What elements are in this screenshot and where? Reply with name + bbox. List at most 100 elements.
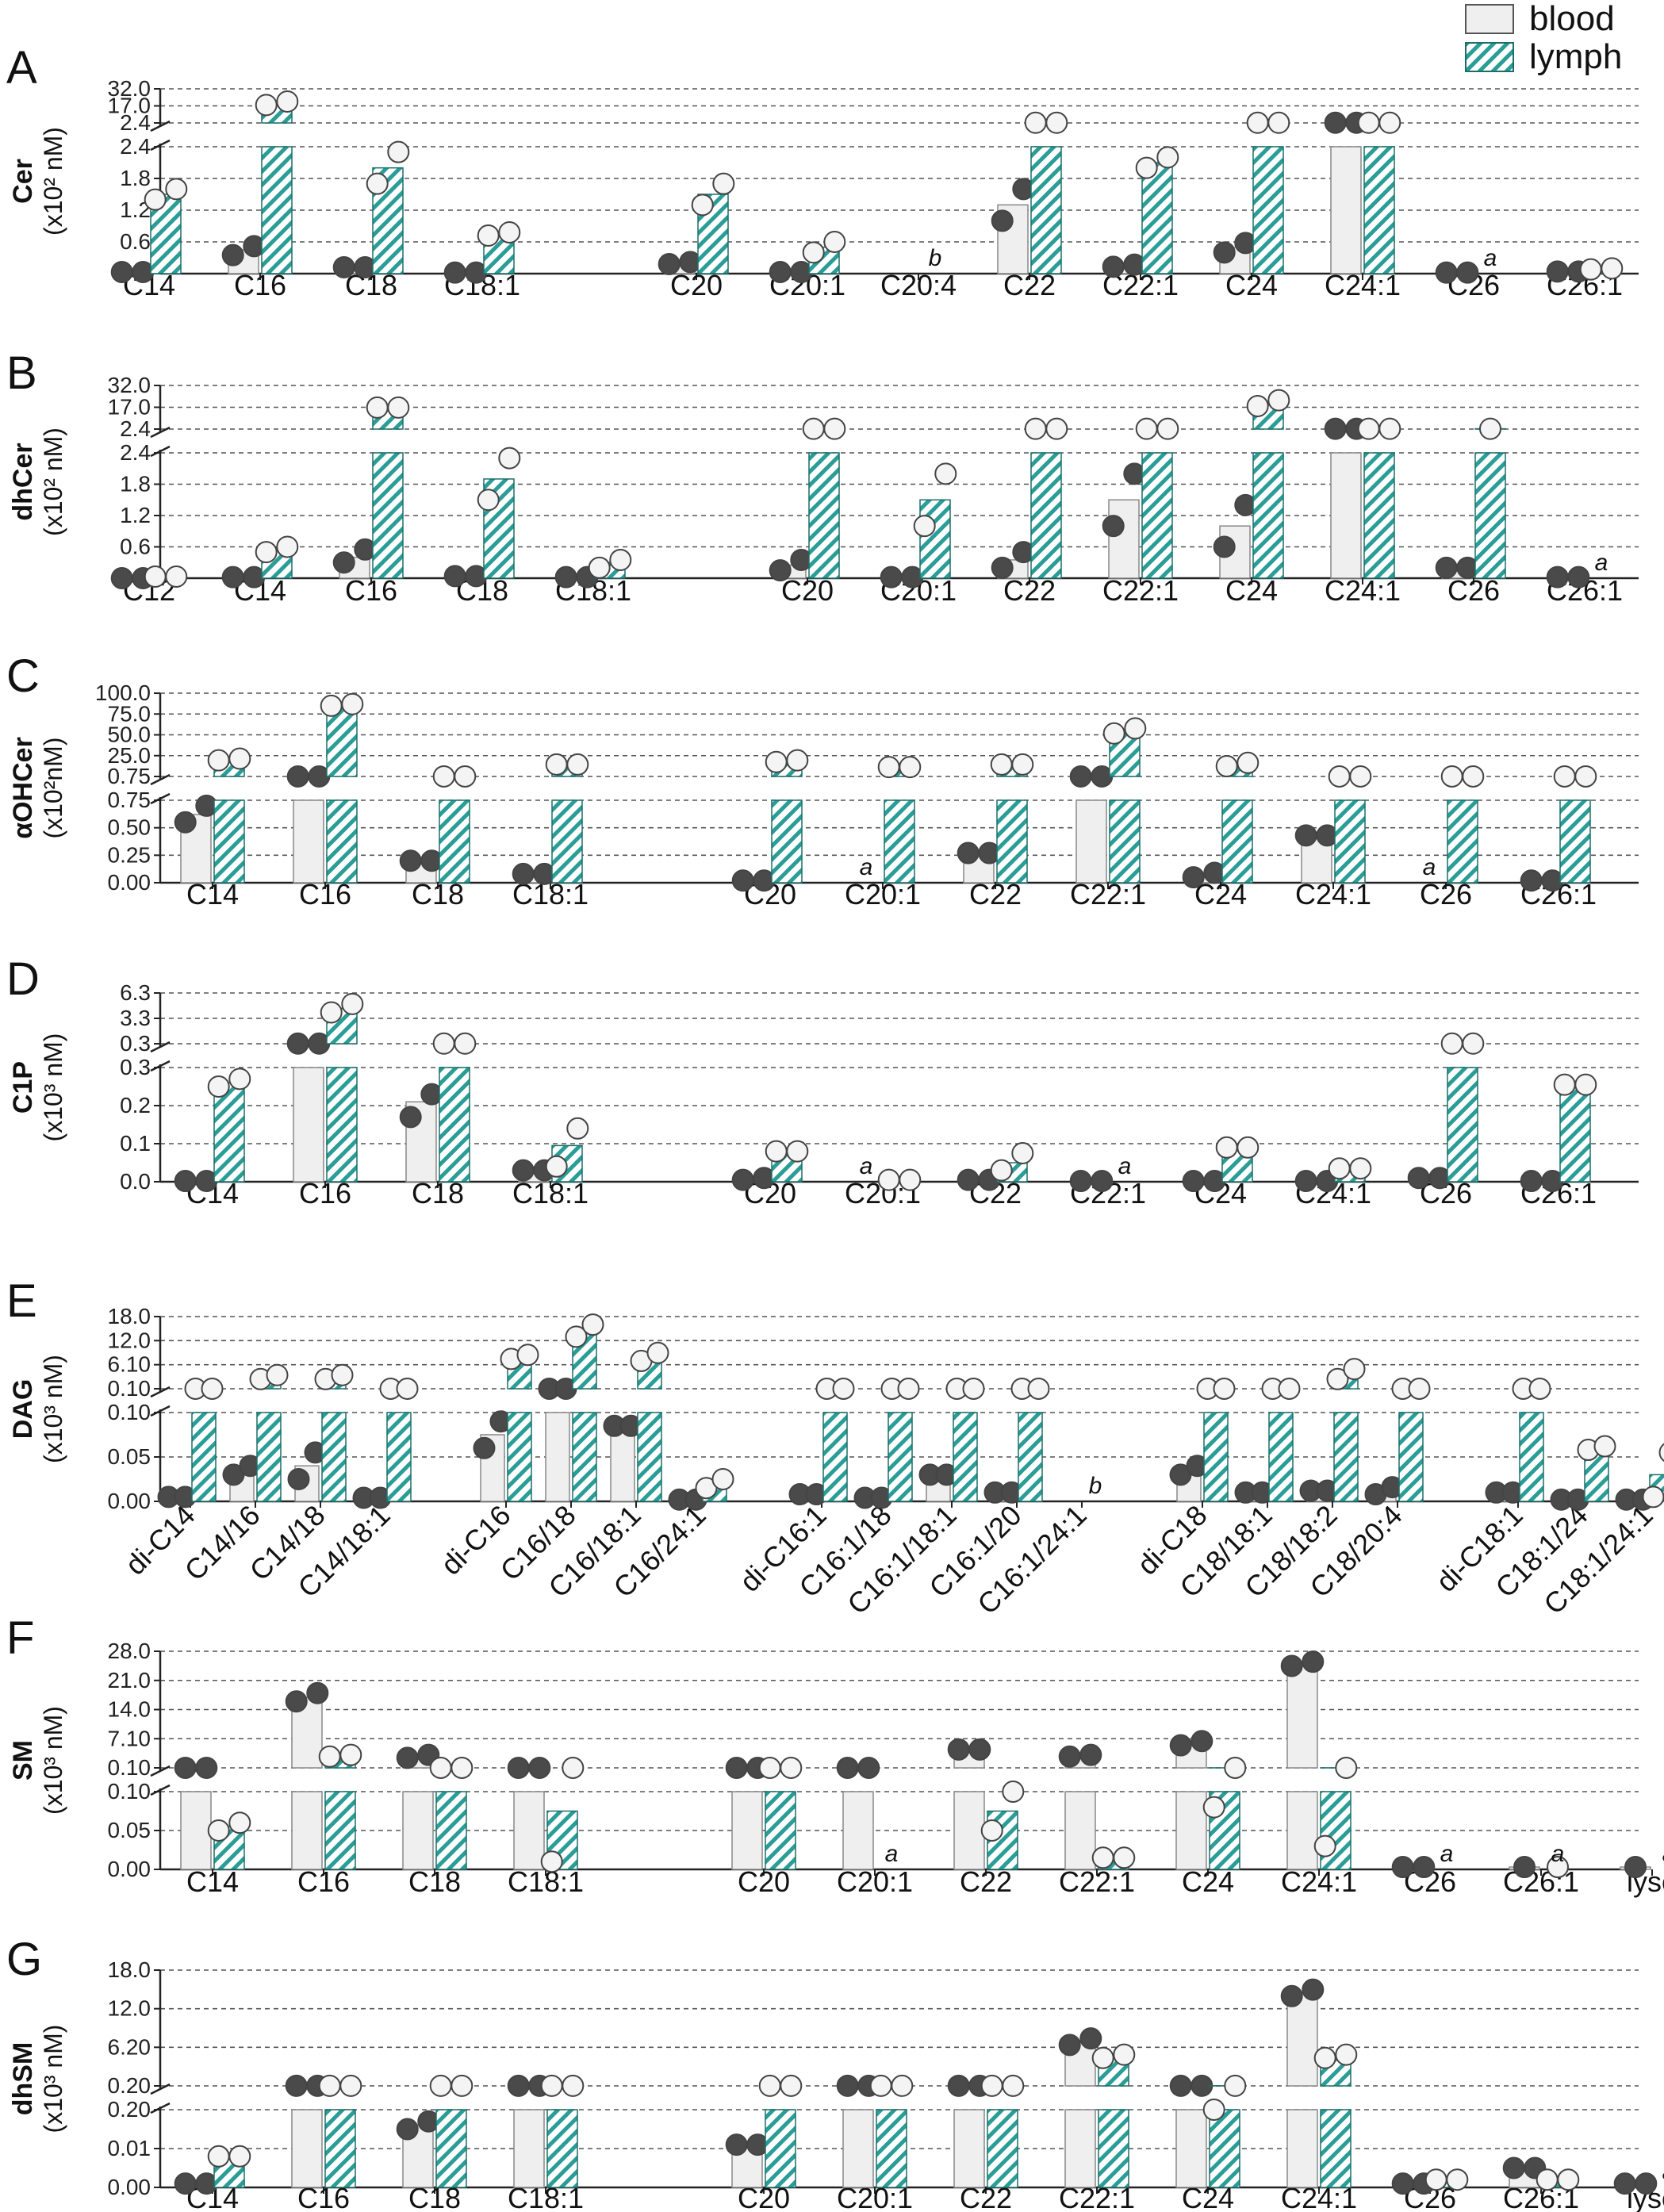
point-blood <box>1635 2172 1658 2195</box>
bar-lymph <box>771 799 803 884</box>
point-lymph <box>1408 1377 1431 1400</box>
bar-lymph <box>919 499 951 579</box>
point-blood <box>443 565 466 588</box>
point-blood <box>286 1032 309 1055</box>
bar-blood <box>1075 799 1107 884</box>
point-lymph <box>165 565 188 588</box>
point-lymph <box>1328 1157 1351 1180</box>
point-lymph <box>498 221 521 243</box>
x-tick-label: C14 <box>186 878 239 910</box>
point-lymph <box>1135 417 1158 440</box>
bar-lymph <box>1559 799 1591 884</box>
point-lymph <box>1224 1756 1247 1779</box>
point-lymph <box>1462 1032 1485 1055</box>
y-axis-units: (x10² nM) <box>39 127 67 236</box>
point-blood <box>1058 2034 1081 2057</box>
point-lymph <box>1236 1136 1260 1159</box>
point-lymph <box>990 753 1013 776</box>
point-blood <box>396 1746 419 1769</box>
x-tick-label: C20:4 <box>880 269 957 301</box>
point-lymph <box>1091 1846 1114 1869</box>
axis-break-mark <box>150 426 171 439</box>
point-blood <box>221 243 244 266</box>
point-lymph <box>366 172 389 195</box>
point-blood <box>1058 1745 1081 1768</box>
point-lymph <box>228 2145 251 2168</box>
point-lymph <box>565 1325 588 1348</box>
point-lymph <box>1440 1032 1463 1055</box>
point-blood <box>306 1681 329 1704</box>
bar-lymph <box>1363 146 1395 274</box>
y-axis-title: C1P <box>8 1061 38 1114</box>
bar-blood <box>1286 1791 1318 1870</box>
x-tick-label: C14 <box>186 1865 239 1898</box>
point-lymph <box>1601 257 1624 280</box>
bar-lymph <box>261 146 293 274</box>
x-tick-label: C18 <box>412 1177 464 1210</box>
point-blood <box>658 253 681 275</box>
point-lymph <box>566 1117 589 1140</box>
point-lymph <box>646 1341 669 1364</box>
point-lymph <box>1278 1377 1301 1400</box>
bar-lymph <box>1018 1412 1043 1502</box>
point-lymph <box>387 396 410 419</box>
annotation-note: b <box>929 245 942 271</box>
point-lymph <box>786 749 809 772</box>
bar-lymph <box>953 1412 978 1502</box>
point-blood <box>285 2074 308 2097</box>
y-axis-title: αOHCer <box>8 737 38 839</box>
point-lymph <box>877 756 900 779</box>
axis-break-mark <box>150 2102 171 2114</box>
point-lymph <box>255 94 278 117</box>
point-lymph <box>1378 111 1401 134</box>
bar-lymph <box>1559 1083 1591 1183</box>
point-blood <box>1102 255 1125 278</box>
x-tick-label: C24 <box>1182 1865 1234 1898</box>
bar-lymph <box>324 2109 356 2188</box>
axis-break-mark <box>150 120 171 132</box>
bar-lymph <box>326 799 358 884</box>
point-blood <box>174 811 197 834</box>
point-blood <box>1302 1650 1325 1673</box>
axis-break-mark <box>150 1386 171 1398</box>
point-lymph <box>780 1756 803 1779</box>
bar-lymph <box>256 1412 282 1502</box>
y-tick-label: 0.01 <box>108 2136 151 2160</box>
y-tick-label: 6.3 <box>120 980 151 1005</box>
x-tick-label: C16 <box>234 269 286 301</box>
bar-lymph <box>1474 452 1506 579</box>
bar-lymph <box>765 2109 796 2188</box>
panel-letter-C: C <box>6 650 40 702</box>
point-blood <box>1079 2027 1102 2050</box>
point-blood <box>836 2074 859 2097</box>
point-blood <box>174 1170 197 1193</box>
point-blood <box>1502 2156 1525 2179</box>
point-lymph <box>832 1377 855 1400</box>
point-blood <box>1091 1170 1114 1193</box>
y-tick-label: 0.0 <box>120 1169 151 1194</box>
point-blood <box>769 261 792 283</box>
point-lymph <box>765 750 788 773</box>
point-lymph <box>228 1811 251 1834</box>
x-tick-label: C22:1 <box>1070 878 1146 910</box>
bar-blood <box>402 1791 434 1870</box>
y-tick-label: 2.4 <box>120 440 151 465</box>
bar-lymph <box>1320 1791 1352 1870</box>
point-lymph <box>562 2074 585 2097</box>
x-tick-label: C24:1 <box>1325 269 1401 301</box>
point-lymph <box>1479 417 1501 440</box>
annotation-note: a <box>1662 1841 1664 1867</box>
point-lymph <box>1357 417 1380 440</box>
point-lymph <box>691 194 714 217</box>
point-blood <box>769 559 792 582</box>
y-tick-label: 100.0 <box>95 680 151 705</box>
point-lymph <box>1024 417 1047 440</box>
y-tick-label: 32.0 <box>108 373 151 397</box>
point-blood <box>174 2172 197 2195</box>
bar-lymph <box>1141 162 1173 274</box>
point-blood <box>110 261 133 283</box>
y-tick-label: 0.75 <box>108 764 151 788</box>
point-blood <box>1280 1654 1303 1677</box>
point-lymph <box>897 1377 920 1400</box>
point-lymph <box>802 417 825 440</box>
